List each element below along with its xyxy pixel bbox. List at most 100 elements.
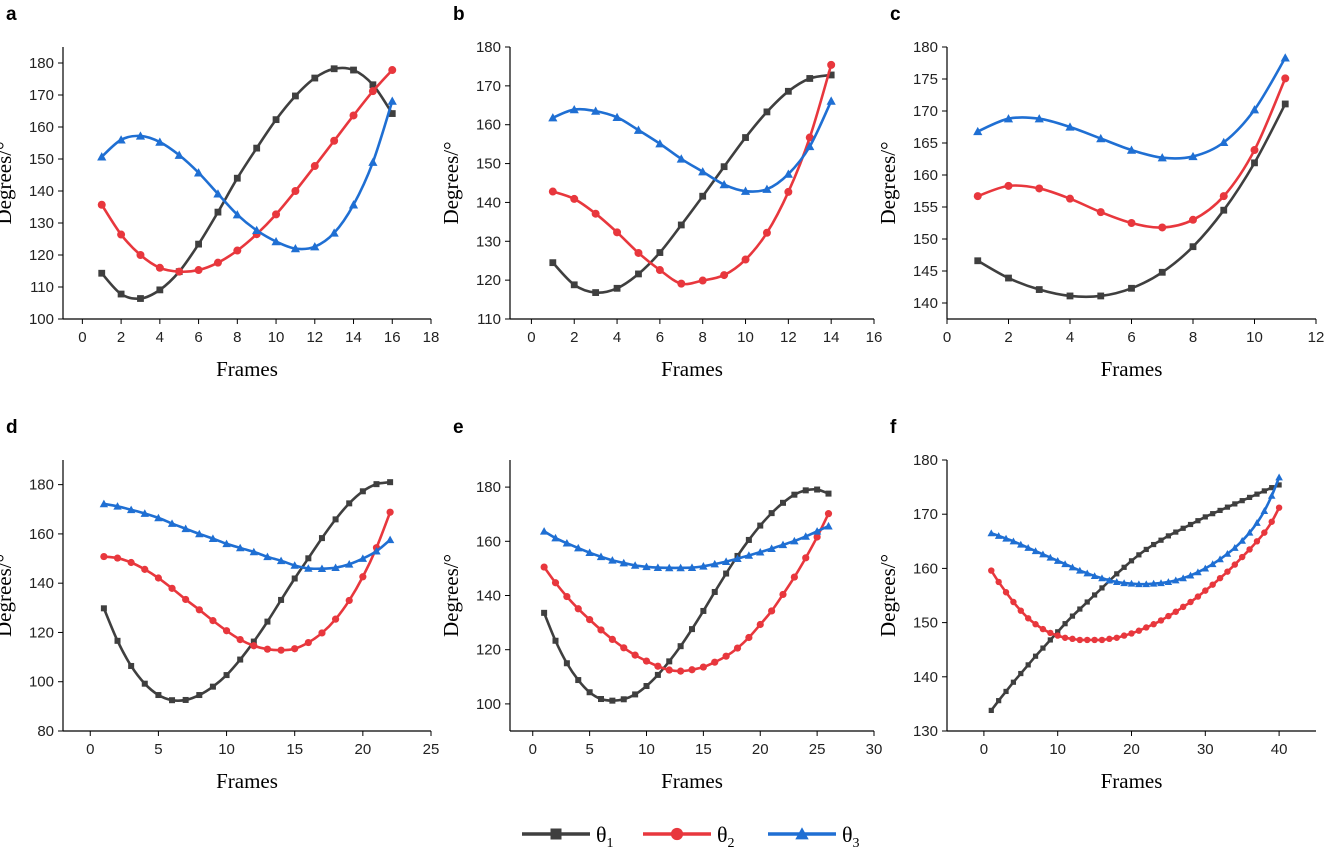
series-theta2 [97, 66, 397, 276]
data-point-theta1 [278, 596, 285, 603]
data-point-theta2 [631, 651, 639, 659]
x-tick-label: 6 [1127, 329, 1135, 346]
data-point-theta2 [97, 200, 106, 209]
data-point-theta1 [182, 696, 189, 703]
data-point-theta3 [653, 563, 663, 571]
data-point-theta1 [1195, 518, 1201, 524]
data-point-theta2 [1113, 634, 1120, 641]
data-point-theta2 [1066, 194, 1074, 203]
x-tick-label: 6 [194, 329, 202, 346]
data-point-theta2 [1194, 593, 1202, 600]
data-point-theta1 [996, 698, 1002, 704]
data-point-theta3 [181, 524, 190, 533]
data-point-theta1 [563, 660, 570, 667]
data-point-theta3 [310, 242, 320, 251]
data-point-theta1 [1055, 629, 1061, 635]
data-point-theta1 [291, 575, 298, 582]
data-point-theta1 [233, 174, 241, 182]
data-point-theta3 [1009, 537, 1018, 545]
data-point-theta1 [711, 588, 718, 595]
y-tick-label: 175 [913, 71, 938, 88]
series-line-theta3 [977, 57, 1287, 160]
data-point-theta2 [741, 255, 750, 264]
data-point-theta3 [539, 527, 549, 535]
data-point-theta3 [826, 96, 836, 105]
data-point-theta2 [1017, 607, 1024, 614]
data-point-theta2 [827, 60, 836, 69]
data-point-theta3 [1135, 580, 1143, 588]
x-axis-title: Frames [1101, 357, 1163, 381]
x-tick-label: 12 [780, 329, 797, 346]
data-point-theta3 [1065, 122, 1075, 131]
y-tick-label: 180 [913, 39, 938, 56]
legend: θ1 θ2 θ3 [522, 822, 860, 851]
data-point-theta1 [570, 281, 578, 289]
data-point-theta3 [1105, 576, 1114, 584]
x-tick-label: 4 [156, 329, 164, 346]
data-point-theta2 [291, 645, 299, 653]
x-tick-label: 4 [1066, 329, 1074, 346]
data-point-theta1 [1158, 268, 1166, 276]
series-theta2 [548, 60, 836, 288]
data-point-theta1 [196, 692, 203, 699]
data-point-theta3 [1223, 549, 1232, 557]
data-point-theta1 [1217, 507, 1223, 514]
y-axis-title: Degrees/° [876, 554, 900, 637]
data-point-theta3 [385, 535, 395, 544]
series-theta1 [974, 100, 1289, 300]
data-point-theta1 [780, 499, 786, 506]
series-line-theta2 [103, 511, 392, 652]
data-point-theta2 [597, 626, 605, 634]
data-point-theta1 [720, 163, 728, 171]
data-point-theta2 [182, 595, 190, 604]
data-point-theta1 [214, 208, 222, 216]
x-tick-label: 10 [1049, 741, 1066, 758]
data-point-theta1 [768, 510, 775, 517]
data-point-theta1 [700, 607, 707, 614]
x-tick-label: 12 [306, 329, 323, 346]
legend-label: θ1 [596, 822, 614, 851]
x-tick-label: 0 [527, 329, 535, 346]
data-point-theta3 [655, 139, 665, 148]
data-point-theta2 [1281, 74, 1290, 83]
y-tick-label: 180 [29, 55, 54, 72]
data-point-theta1 [253, 144, 261, 152]
chart-panel-b: b 0 2 4 6 8 10 12 14 16 110 120 130 140 150 160 170 180 Fr… [439, 4, 882, 381]
data-point-theta2 [642, 657, 651, 665]
data-point-theta1 [346, 500, 353, 507]
data-point-theta3 [1157, 579, 1165, 587]
y-tick-label: 110 [30, 279, 54, 296]
x-tick-label: 8 [1189, 329, 1197, 346]
x-tick-label: 20 [355, 741, 372, 758]
data-point-theta3 [987, 529, 996, 537]
x-axis-title: Frames [216, 769, 278, 793]
data-point-theta1 [575, 677, 582, 684]
data-point-theta1 [784, 87, 792, 95]
series-line-theta3 [100, 100, 394, 251]
data-point-theta3 [372, 546, 381, 555]
data-point-theta2 [388, 66, 397, 75]
data-point-theta2 [136, 251, 145, 259]
data-point-theta2 [574, 605, 582, 613]
series-theta1 [100, 479, 394, 704]
data-point-theta2 [222, 627, 231, 635]
data-point-theta2 [677, 279, 686, 288]
panel-label: c [890, 4, 901, 25]
data-point-theta3 [665, 563, 674, 572]
data-point-theta1 [1010, 679, 1017, 685]
x-tick-label: 2 [570, 329, 578, 346]
data-point-theta2 [1061, 634, 1069, 641]
series-line-theta1 [100, 66, 394, 301]
data-point-theta1 [292, 92, 299, 100]
data-point-theta1 [988, 707, 994, 714]
data-point-theta3 [633, 125, 644, 134]
data-point-theta2 [1216, 574, 1224, 582]
data-point-theta3 [548, 113, 558, 122]
data-point-theta1 [1158, 537, 1164, 543]
x-tick-label: 20 [752, 741, 769, 758]
data-point-theta3 [1201, 564, 1210, 572]
data-point-theta2 [824, 510, 833, 518]
data-point-theta1 [155, 692, 162, 699]
data-point-theta3 [135, 131, 146, 140]
data-point-theta3 [208, 534, 218, 542]
